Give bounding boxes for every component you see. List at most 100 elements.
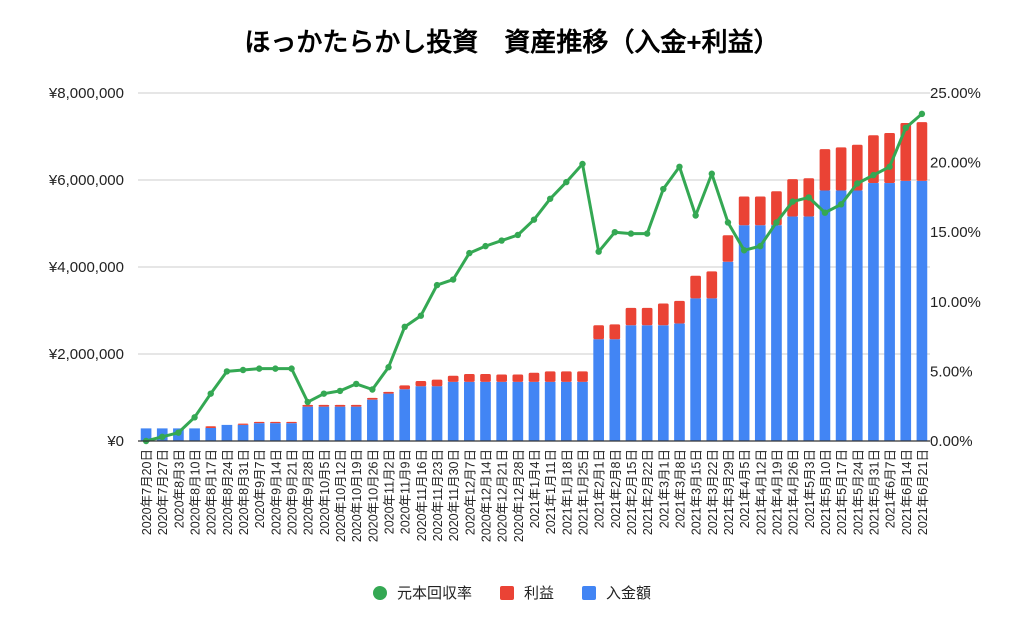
legend-swatch-profit [499,585,514,600]
y-left-tick-label: ¥8,000,000 [48,85,124,102]
bar-deposit [625,325,637,441]
bar-deposit [205,427,217,441]
bar-deposit [851,190,863,441]
line-point-rate [433,281,441,289]
line-point-rate [336,387,344,395]
line-point-rate [676,163,683,170]
bar-profit [544,371,556,382]
line-point-rate [563,178,570,186]
bar-profit [253,421,265,424]
x-tick-label: 2020年8月31日 [237,449,251,535]
line-point-rate [595,248,602,255]
bar-deposit [868,183,879,442]
x-tick-label: 2020年10月12日 [334,449,348,542]
bar-deposit [722,261,734,441]
bar-profit [819,149,831,191]
line-point-rate [272,365,279,372]
line-point-rate [175,429,182,436]
bar-profit [560,371,572,382]
bar-profit [674,300,685,324]
bar-deposit [399,389,411,441]
bar-deposit [787,216,798,441]
x-axis: 2020年7月20日 2020年7月27日 2020年8月3日 2020年8月10日 2… [138,440,930,542]
line-point-rate [191,414,198,421]
bar-profit [641,307,653,326]
x-tick-label: 2021年4月26日 [787,449,801,535]
line-point-rate [724,219,732,226]
line-point-rate [886,163,893,170]
x-tick-label: 2021年5月3日 [803,449,817,528]
bar-deposit [447,381,459,441]
x-tick-label: 2021年2月8日 [609,449,623,528]
bar-profit [334,404,346,407]
line-point-rate [773,219,780,226]
line-point-rate [757,242,764,250]
bar-deposit [674,323,685,441]
y-right-tick-label: 0.00% [930,433,973,450]
x-tick-label: 2020年11月16日 [415,449,429,541]
line-point-rate [401,323,408,331]
bar-deposit [771,225,782,441]
bar-deposit [803,216,815,441]
bar-profit [399,385,411,390]
line-point-rate [482,242,489,250]
bar-deposit [657,325,669,441]
bar-deposit [528,381,540,441]
bar-deposit [544,381,556,441]
x-tick-label: 2021年3月1日 [657,449,671,528]
chart-title: ほっかたらかし投資 資産推移（入金+利益） [244,27,780,57]
bar-profit [205,426,217,428]
bar-profit [577,371,588,382]
x-tick-label: 2020年8月10日 [189,449,203,535]
y-right-tick-label: 20.00% [930,155,981,172]
x-tick-label: 2020年10月19日 [350,449,364,542]
bar-profit [787,179,798,217]
x-tick-label: 2020年9月21日 [286,449,300,535]
bar-deposit [560,381,572,441]
bar-profit [706,271,718,299]
line-point-rate [417,312,425,319]
bar-deposit [496,381,508,441]
legend-item-rate: 元本回収率 [372,582,472,603]
x-tick-label: 2021年5月10日 [819,449,833,535]
x-tick-label: 2021年6月14日 [900,449,914,535]
legend-label-deposit: 入金額 [606,585,652,602]
bar-deposit [593,339,604,441]
line-point-rate [611,229,619,236]
x-tick-label: 2021年5月31日 [867,449,881,535]
bar-deposit [140,428,152,441]
bar-profit [318,404,330,407]
bar-series [140,122,928,442]
line-point-rate [627,230,635,237]
bar-profit [302,404,314,407]
bar-deposit [302,406,314,441]
line-point-rate [256,365,263,372]
line-point-rate [692,212,699,219]
line-point-rate [353,380,360,388]
x-tick-label: 2020年9月14日 [269,449,283,535]
bar-deposit [916,180,928,441]
x-tick-label: 2021年5月24日 [851,449,865,535]
line-point-rate [546,195,554,202]
x-tick-label: 2021年1月11日 [544,449,558,534]
x-tick-label: 2020年11月2日 [383,449,397,534]
x-tick-label: 2020年7月27日 [156,449,170,535]
x-tick-label: 2020年12月7日 [463,449,477,535]
bar-deposit [609,339,621,441]
bar-profit [431,379,443,387]
line-point-rate [466,249,473,257]
x-tick-label: 2020年12月14日 [480,449,494,542]
bar-deposit [431,386,443,441]
bar-profit [237,423,249,425]
y-right-tick-label: 10.00% [930,294,981,311]
line-point-rate [902,124,909,131]
bar-profit [754,196,766,226]
bar-profit [835,147,847,191]
bar-deposit [819,190,831,441]
bar-deposit [738,225,750,441]
x-tick-label: 2021年1月25日 [576,449,590,535]
bar-deposit [253,423,265,441]
y-axis-right: 0.00% 5.00% 10.00% 15.00% 20.00% 25.00% [930,85,981,450]
line-point-rate [579,160,586,168]
line-point-rate [207,390,214,397]
